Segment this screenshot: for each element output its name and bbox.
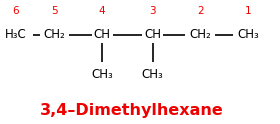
Text: CH: CH — [94, 28, 111, 41]
Text: 3,4–Dimethylhexane: 3,4–Dimethylhexane — [40, 103, 223, 118]
Text: 5: 5 — [51, 6, 58, 16]
Text: 3: 3 — [149, 6, 156, 16]
Text: CH₃: CH₃ — [142, 68, 164, 81]
Text: CH: CH — [144, 28, 161, 41]
Text: CH₃: CH₃ — [91, 68, 113, 81]
Text: 4: 4 — [99, 6, 106, 16]
Text: 6: 6 — [12, 6, 19, 16]
Text: 2: 2 — [197, 6, 204, 16]
Text: CH₂: CH₂ — [189, 28, 211, 41]
Text: CH₂: CH₂ — [44, 28, 66, 41]
Text: H₃C: H₃C — [4, 28, 26, 41]
Text: CH₃: CH₃ — [237, 28, 259, 41]
Text: 1: 1 — [244, 6, 251, 16]
